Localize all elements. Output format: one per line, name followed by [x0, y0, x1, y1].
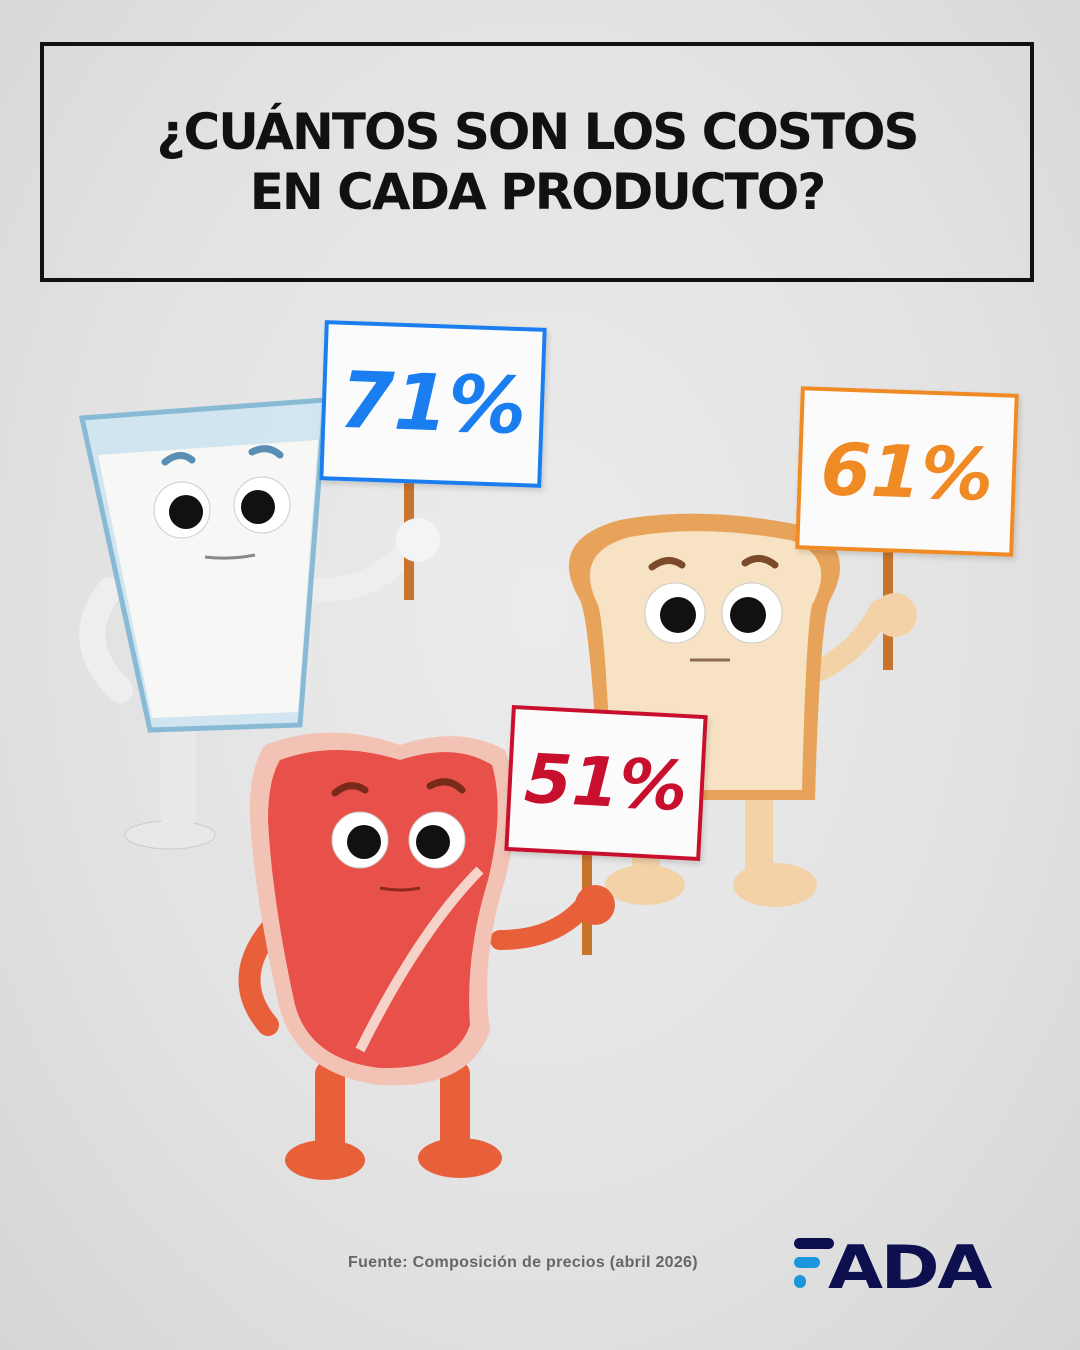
title-box: ¿CUÁNTOS SON LOS COSTOS EN CADA PRODUCTO… [40, 42, 1034, 282]
source-note: Fuente: Composición de precios (abril 20… [348, 1254, 698, 1271]
page-title: ¿CUÁNTOS SON LOS COSTOS EN CADA PRODUCTO… [156, 102, 920, 222]
milk-glass-character [78, 397, 440, 850]
milk-percentage-sign: 71% [319, 320, 547, 488]
fada-logo: ADA [794, 1236, 994, 1292]
title-line-1: ¿CUÁNTOS SON LOS COSTOS [156, 103, 920, 161]
svg-text:ADA: ADA [828, 1236, 993, 1292]
meat-percentage-sign: 51% [504, 704, 708, 862]
steak-character [238, 732, 615, 1180]
bread-percentage-sign: 61% [795, 386, 1019, 557]
title-line-2: EN CADA PRODUCTO? [249, 163, 826, 221]
